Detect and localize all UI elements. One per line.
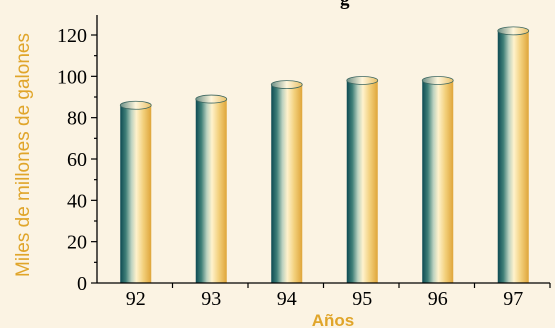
bar-body xyxy=(422,80,454,283)
chart-title: g xyxy=(340,0,350,10)
bar-body xyxy=(346,80,378,283)
bar-cap xyxy=(346,76,379,85)
bar-cap xyxy=(195,94,228,104)
x-axis-title: Años xyxy=(312,311,355,328)
x-tick-label: 94 xyxy=(277,288,297,310)
axes-group: 0 20 40 60 80 100 120 92 93 94 95 96 97 xyxy=(57,15,551,310)
x-tick-label: 95 xyxy=(352,288,372,310)
bar-97 xyxy=(497,26,530,283)
y-tick-label: 60 xyxy=(67,149,87,171)
bar-cap xyxy=(421,76,454,85)
bar-cap xyxy=(497,26,530,36)
bar-96 xyxy=(421,76,454,283)
y-tick-label: 40 xyxy=(67,190,87,212)
bar-body xyxy=(120,105,152,284)
x-tick-label: 93 xyxy=(201,288,221,310)
bar-92 xyxy=(119,100,152,284)
y-tick-label: 100 xyxy=(57,66,87,88)
bar-body xyxy=(497,30,529,283)
y-tick-label: 120 xyxy=(57,25,87,47)
bar-body xyxy=(195,99,227,283)
bars-group xyxy=(119,26,530,284)
bar-93 xyxy=(195,94,228,283)
x-tick-label: 92 xyxy=(126,288,146,310)
y-axis-title: Miles de millones de galones xyxy=(13,33,34,277)
y-tick-label: 0 xyxy=(77,273,87,295)
y-tick-label: 20 xyxy=(67,232,87,254)
bar-94 xyxy=(270,80,303,283)
y-tick-label: 80 xyxy=(67,108,87,130)
bar-95 xyxy=(346,76,379,283)
x-tick-label: 97 xyxy=(503,288,523,310)
x-tick-label: 96 xyxy=(428,288,448,310)
bar-cap xyxy=(119,100,152,110)
bar-cap xyxy=(270,80,303,89)
bar-body xyxy=(271,84,303,283)
